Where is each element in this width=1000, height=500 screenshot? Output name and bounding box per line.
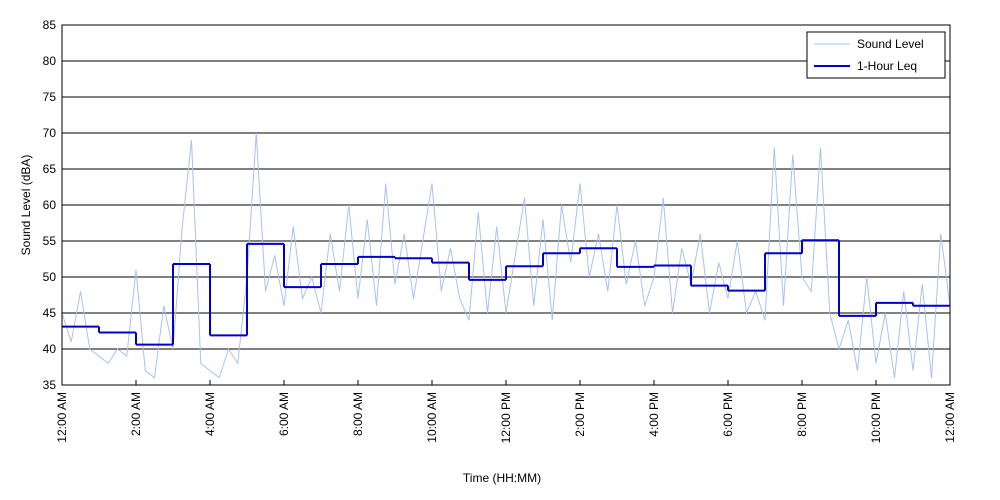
x-tick-label: 6:00 PM [721, 392, 735, 437]
x-axis-label: Time (HH:MM) [463, 471, 541, 485]
y-tick-label: 80 [43, 54, 57, 68]
y-tick-label: 70 [43, 126, 57, 140]
y-tick-label: 60 [43, 198, 57, 212]
y-tick-label: 65 [43, 162, 57, 176]
y-tick-label: 35 [43, 378, 57, 392]
x-tick-label: 12:00 AM [55, 392, 69, 443]
y-tick-label: 75 [43, 90, 57, 104]
y-tick-label: 45 [43, 306, 57, 320]
x-tick-label: 8:00 AM [351, 392, 365, 436]
leq-riser [98, 240, 914, 345]
x-tick-label: 8:00 PM [795, 392, 809, 437]
series-layer [62, 132, 950, 379]
x-tick-label: 6:00 AM [277, 392, 291, 436]
legend-box [806, 31, 946, 79]
plot-border [61, 24, 951, 386]
x-tick-label: 12:00 AM [943, 392, 957, 443]
x-tick-label: 10:00 AM [425, 392, 439, 443]
x-tick-label: 2:00 AM [129, 392, 143, 436]
y-tick-label: 40 [43, 342, 57, 356]
legend-label: 1-Hour Leq [857, 59, 917, 73]
y-axis-label: Sound Level (dBA) [19, 155, 33, 256]
x-tick-label: 4:00 AM [203, 392, 217, 436]
y-tick-label: 85 [43, 18, 57, 32]
sound-line [62, 132, 950, 379]
x-tick-label: 10:00 PM [869, 392, 883, 443]
legend-label: Sound Level [857, 37, 924, 51]
x-tick-label: 4:00 PM [647, 392, 661, 437]
x-tick-label: 12:00 PM [499, 392, 513, 443]
y-tick-label: 55 [43, 234, 57, 248]
x-tick-label: 2:00 PM [573, 392, 587, 437]
y-tick-label: 50 [43, 270, 57, 284]
